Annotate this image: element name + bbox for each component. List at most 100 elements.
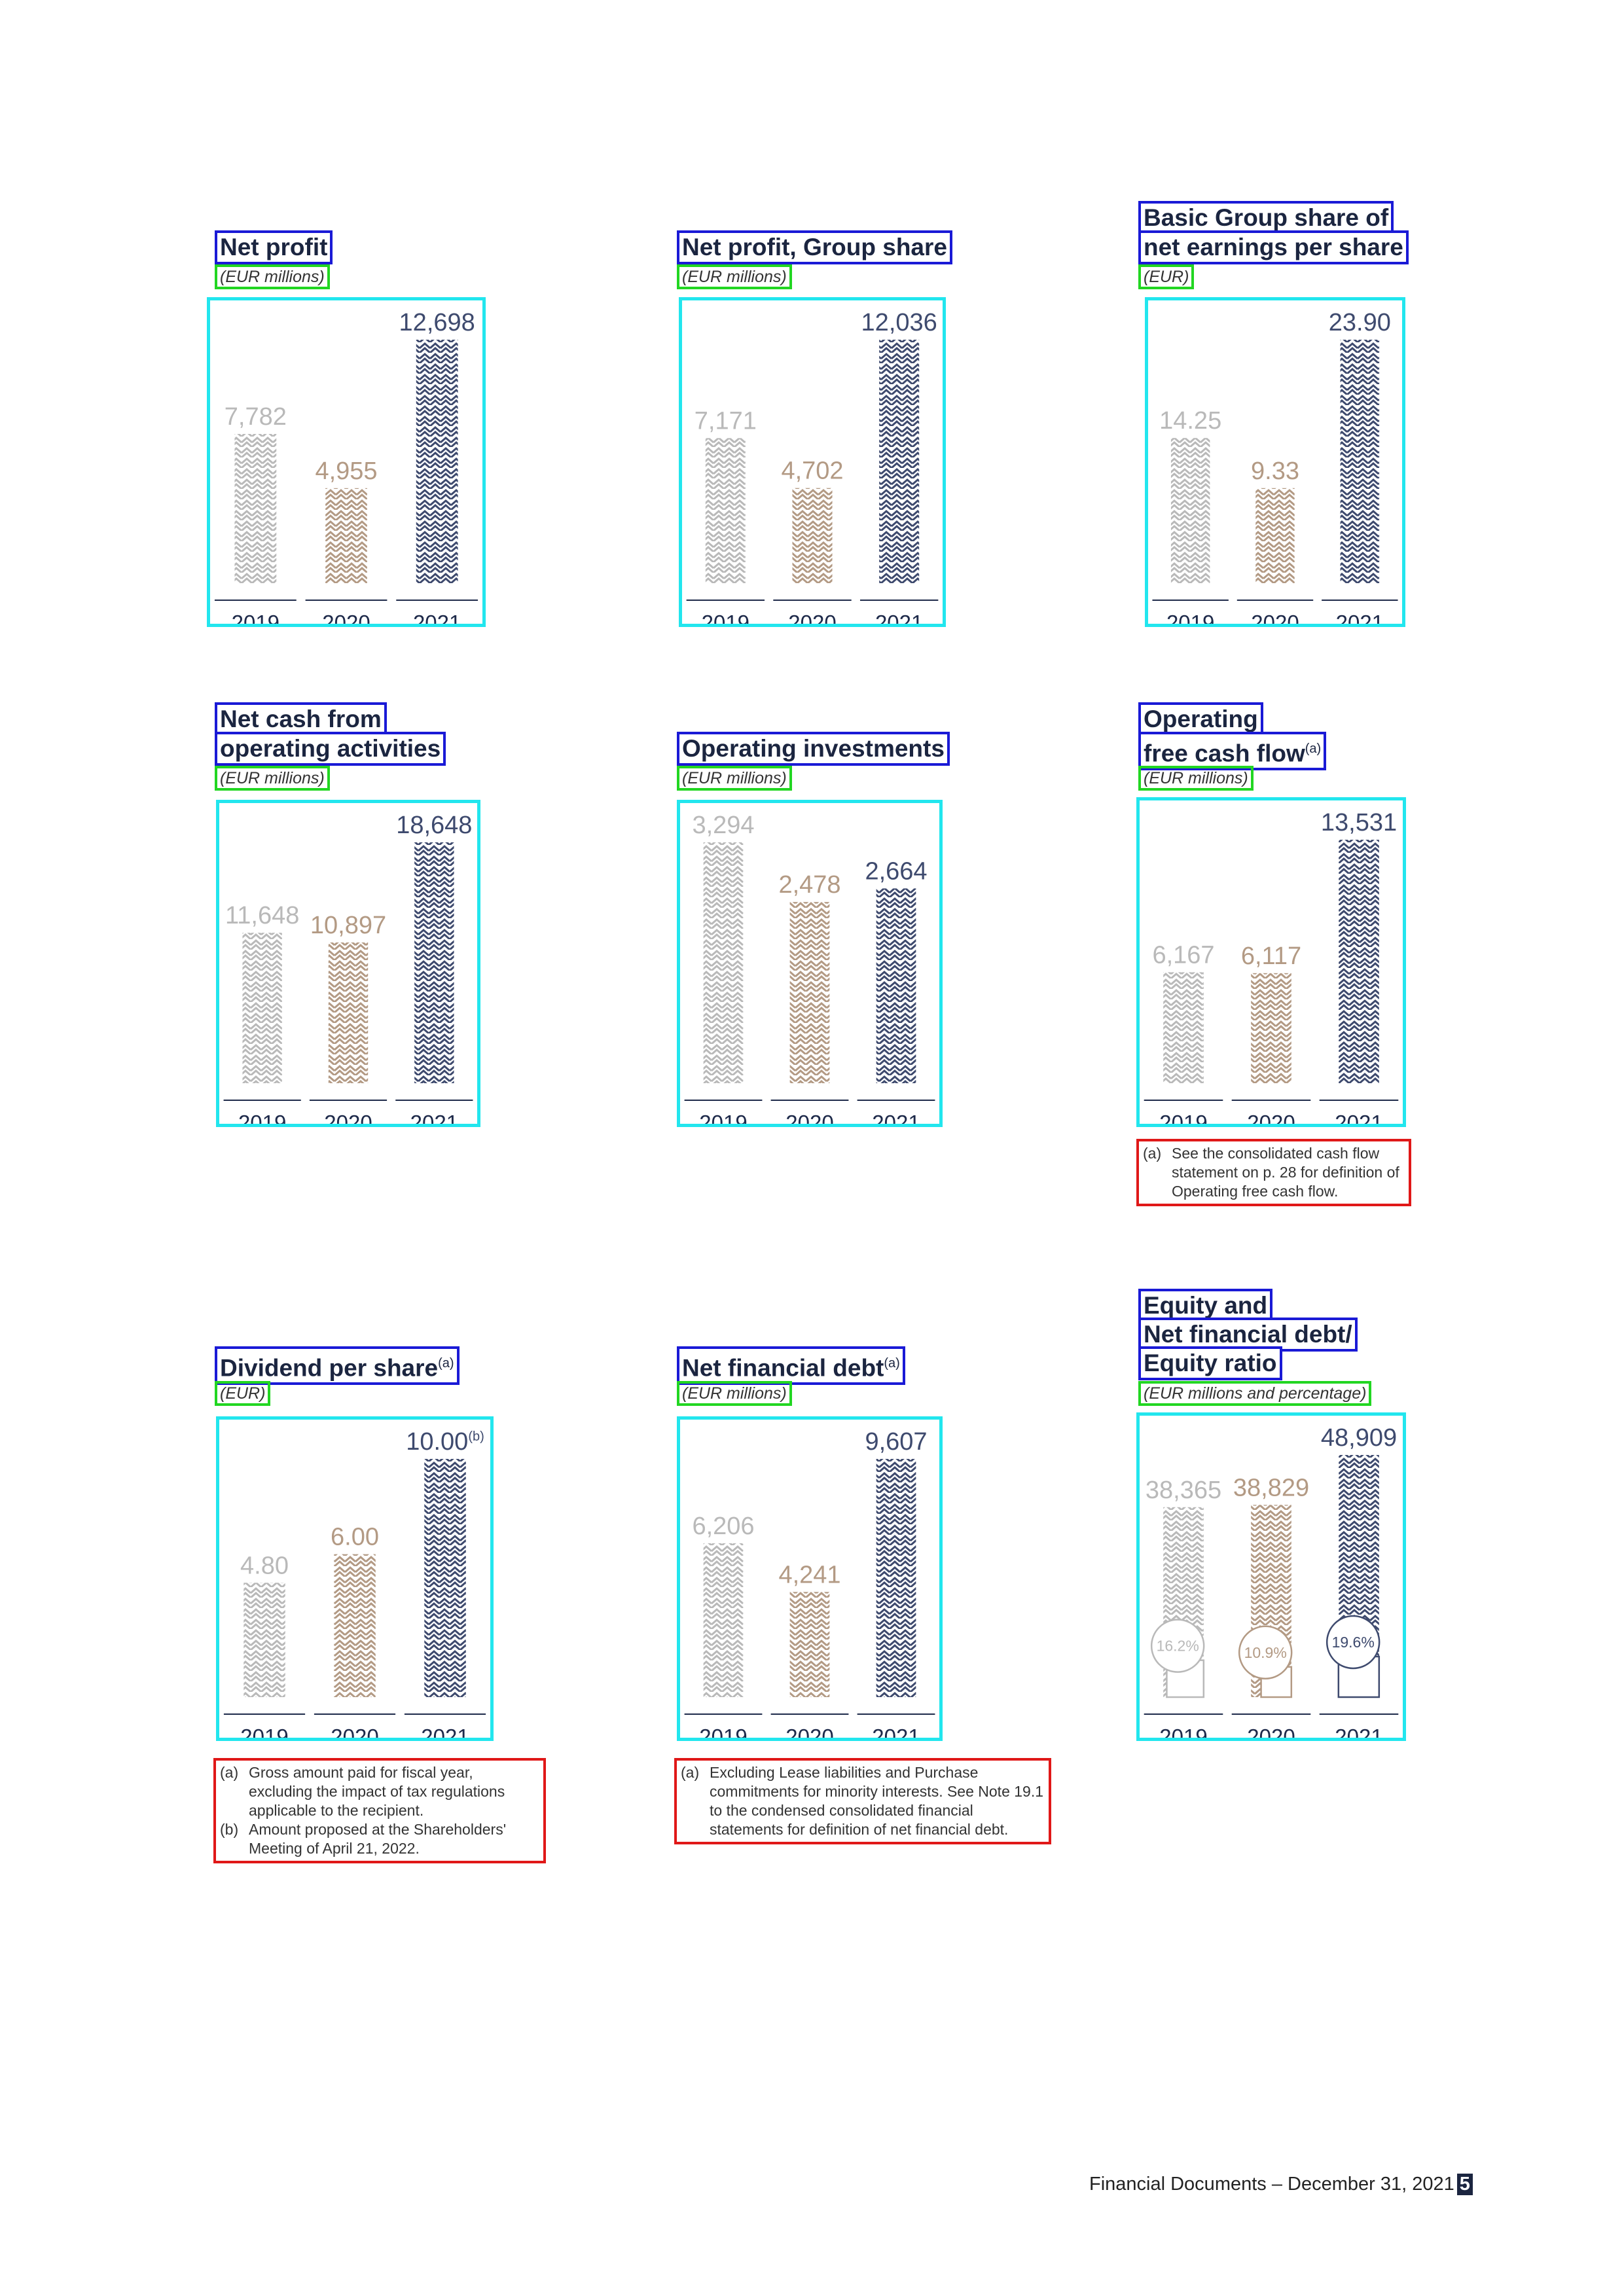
tick-label-2020: 2020 [785, 1725, 833, 1738]
tick-label-2021: 2021 [875, 611, 923, 624]
value-label-2020: 6.00 [331, 1524, 379, 1551]
value-label-2021: 13,531 [1321, 809, 1397, 836]
bar-2020 [328, 942, 369, 1083]
value-label-2021: 48,909 [1321, 1424, 1397, 1452]
value-label-2021: 18,648 [396, 812, 472, 839]
tick-label-2019: 2019 [1166, 611, 1214, 624]
tick-label-2021: 2021 [872, 1111, 920, 1124]
chart-net-profit: 7,782 2019 4,955 2020 12,698 2021 [207, 297, 486, 627]
bar-2019 [242, 933, 282, 1083]
bar-2021 [879, 340, 920, 583]
unit-equity-ratio: (EUR millions and percentage) [1138, 1381, 1372, 1406]
value-label-2020: 4,955 [315, 457, 377, 485]
value-label-2021: 10.00(b) [406, 1428, 484, 1456]
bar-2019 [703, 1543, 744, 1697]
title-operating-fcf-line1: Operating [1138, 702, 1263, 736]
ratio-badge-2021 [1326, 1615, 1380, 1670]
title-operating-investments: Operating investments [677, 732, 950, 766]
chart-operating-investments: 3,294 2019 2,478 2020 2,664 2021 [677, 800, 943, 1127]
title-equity-ratio-line2: Net financial debt/ [1138, 1318, 1358, 1352]
bar-2019 [703, 842, 744, 1083]
tick-label-2021: 2021 [872, 1725, 920, 1738]
chart-operating-fcf: 6,167 2019 6,117 2020 13,531 2021 [1136, 797, 1406, 1127]
bar-2021 [424, 1459, 466, 1697]
tick-label-2019: 2019 [238, 1111, 286, 1124]
note-net-financial-debt: (a) Excluding Lease liabilities and Purch… [674, 1758, 1051, 1844]
bar-2019 [1170, 438, 1210, 583]
title-cash-from-operating-line2: operating activities [215, 732, 446, 766]
ratio-label-2021: 19.6% [1332, 1634, 1375, 1651]
tick-label-2020: 2020 [1247, 1111, 1295, 1124]
value-label-2020: 9.33 [1251, 457, 1299, 485]
bar-2020 [789, 1592, 830, 1697]
unit-eps: (EUR) [1138, 264, 1195, 289]
chart-svg: 3,294 2019 2,478 2020 2,664 2021 [684, 812, 935, 1124]
bar-2021 [1340, 340, 1380, 583]
page-number: 5 [1456, 2174, 1473, 2195]
value-label-2019: 6,206 [692, 1513, 754, 1540]
title-dividend: Dividend per share(a) [215, 1346, 460, 1386]
bar-2021 [876, 888, 916, 1083]
tick-label-2021: 2021 [1335, 1725, 1382, 1738]
value-label-2021: 9,607 [865, 1428, 927, 1456]
bar-2020 [334, 1554, 376, 1697]
value-label-2019: 7,782 [225, 403, 287, 431]
ratio-badge-2020 [1238, 1625, 1293, 1680]
bar-2019 [234, 434, 277, 583]
tick-label-2019: 2019 [1159, 1725, 1207, 1738]
title-eps-line2: net earnings per share [1138, 230, 1409, 264]
value-label-2019: 38,365 [1146, 1477, 1221, 1504]
tick-label-2020: 2020 [322, 611, 370, 624]
chart-svg: 6,206 2019 4,241 2020 9,607 2021 [684, 1428, 935, 1738]
value-label-2020: 2,478 [778, 871, 840, 899]
bar-2019 [244, 1583, 285, 1697]
unit-net-profit: (EUR millions) [215, 264, 330, 289]
value-label-2019: 4.80 [240, 1552, 289, 1579]
chart-net-profit-group-share: 7,171 2019 4,702 2020 12,036 2021 [679, 297, 946, 627]
value-label-2019: 6,167 [1152, 941, 1214, 969]
tick-label-2021: 2021 [1335, 1111, 1382, 1124]
tick-label-2020: 2020 [785, 1111, 833, 1124]
title-net-profit-group-share: Net profit, Group share [677, 230, 952, 264]
unit-cash-from-operating: (EUR millions) [215, 766, 330, 791]
title-equity-ratio-line3: Equity ratio [1138, 1346, 1282, 1380]
note-operating-fcf: (a) See the consolidated cash flow statem… [1136, 1139, 1411, 1206]
bar-2020 [1251, 973, 1291, 1083]
tick-label-2019: 2019 [699, 1725, 747, 1738]
unit-net-financial-debt: (EUR millions) [677, 1381, 792, 1406]
value-label-2021: 2,664 [865, 857, 927, 885]
value-label-2019: 11,648 [225, 902, 299, 929]
note-dividend: (a) Gross amount paid for fiscal year, ex… [213, 1758, 546, 1863]
unit-operating-investments: (EUR millions) [677, 766, 792, 791]
bar-2020 [792, 488, 833, 583]
tick-label-2019: 2019 [232, 611, 280, 624]
chart-svg: 6,167 2019 6,117 2020 13,531 2021 [1144, 809, 1399, 1124]
value-label-2020: 38,829 [1233, 1474, 1309, 1501]
value-label-2020: 10,897 [310, 912, 386, 939]
value-label-2020: 4,702 [781, 457, 843, 485]
bar-2020 [1255, 488, 1295, 583]
chart-eps: 14.25 2019 9.33 2020 23.90 2021 [1145, 297, 1405, 627]
bar-2021 [876, 1459, 916, 1697]
tick-label-2019: 2019 [240, 1725, 288, 1738]
chart-svg: 7,782 2019 4,955 2020 12,698 2021 [214, 309, 478, 624]
tick-label-2020: 2020 [1247, 1725, 1295, 1738]
tick-label-2019: 2019 [699, 1111, 747, 1124]
title-net-profit: Net profit [215, 230, 333, 264]
chart-svg: 4.80 2019 6.00 2020 10.00(b) 2021 [223, 1428, 486, 1738]
bar-2021 [1339, 840, 1379, 1083]
value-label-2021: 12,698 [399, 309, 475, 336]
tick-label-2020: 2020 [788, 611, 836, 624]
title-equity-ratio-line1: Equity and [1138, 1289, 1273, 1323]
bar-2020 [789, 902, 830, 1083]
ratio-label-2019: 16.2% [1157, 1638, 1199, 1655]
chart-svg: 14.25 2019 9.33 2020 23.90 2021 [1152, 309, 1398, 624]
value-label-2019: 14.25 [1159, 407, 1221, 435]
value-label-2019: 7,171 [695, 407, 757, 435]
value-label-2020: 4,241 [778, 1561, 840, 1588]
ratio-badge-2019 [1150, 1619, 1205, 1673]
unit-net-profit-group-share: (EUR millions) [677, 264, 792, 289]
title-operating-fcf-line2: free cash flow(a) [1138, 732, 1327, 771]
bar-2019 [705, 438, 746, 583]
tick-label-2019: 2019 [702, 611, 749, 624]
